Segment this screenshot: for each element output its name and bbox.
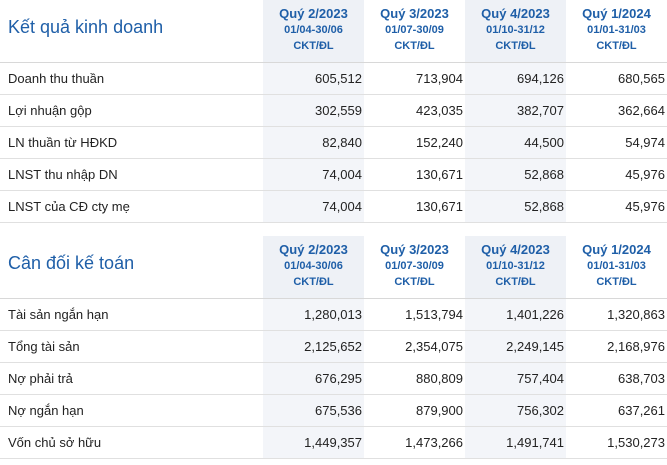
row-label: LNST thu nhập DN — [8, 167, 118, 182]
row-value: 2,354,075 — [405, 339, 463, 354]
row-label: LNST của CĐ cty mẹ — [8, 199, 130, 214]
row-label: Tài sản ngắn hạn — [8, 307, 109, 322]
period-quarter: Quý 2/2023 — [279, 242, 348, 257]
period-quarter: Quý 3/2023 — [380, 6, 449, 21]
period-quarter: Quý 4/2023 — [481, 242, 550, 257]
table-row[interactable]: Nợ ngắn hạn 675,536 879,900 756,302 637,… — [0, 395, 667, 427]
row-value: 680,565 — [618, 71, 665, 86]
period-audit: CKT/ĐL — [495, 40, 536, 52]
period-audit: CKT/ĐL — [394, 276, 435, 288]
table-row[interactable]: Lợi nhuận gộp 302,559 423,035 382,707 36… — [0, 95, 667, 127]
table-row[interactable]: Vốn chủ sở hữu 1,449,357 1,473,266 1,491… — [0, 427, 667, 459]
row-value: 1,473,266 — [405, 435, 463, 450]
income-section: Kết quả kinh doanh Quý 2/2023 01/04-30/0… — [0, 0, 667, 223]
table-row[interactable]: Doanh thu thuần 605,512 713,904 694,126 … — [0, 63, 667, 95]
row-value: 45,976 — [625, 167, 665, 182]
row-value: 879,900 — [416, 403, 463, 418]
row-value: 82,840 — [263, 127, 364, 158]
row-value: 52,868 — [465, 159, 566, 190]
row-value: 2,168,976 — [607, 339, 665, 354]
period-audit: CKT/ĐL — [596, 276, 637, 288]
row-value: 44,500 — [465, 127, 566, 158]
row-label: Vốn chủ sở hữu — [8, 435, 102, 450]
table-row[interactable]: LNST thu nhập DN 74,004 130,671 52,868 4… — [0, 159, 667, 191]
period-audit: CKT/ĐL — [596, 40, 637, 52]
period-audit: CKT/ĐL — [293, 276, 334, 288]
row-value: 880,809 — [416, 371, 463, 386]
period-range: 01/01-31/03 — [587, 24, 646, 36]
row-value: 130,671 — [416, 167, 463, 182]
table-row[interactable]: Tổng tài sản 2,125,652 2,354,075 2,249,1… — [0, 331, 667, 363]
row-value: 675,536 — [263, 395, 364, 426]
row-value: 1,280,013 — [263, 299, 364, 330]
income-period-3[interactable]: Quý 4/2023 01/10-31/12 CKT/ĐL — [465, 0, 566, 62]
row-value: 637,261 — [618, 403, 665, 418]
row-value: 152,240 — [416, 135, 463, 150]
period-range: 01/04-30/06 — [284, 24, 343, 36]
row-value: 756,302 — [465, 395, 566, 426]
balance-period-4[interactable]: Quý 1/2024 01/01-31/03 CKT/ĐL — [566, 236, 667, 298]
row-label: LN thuần từ HĐKD — [8, 135, 118, 150]
row-value: 1,513,794 — [405, 307, 463, 322]
balance-period-1[interactable]: Quý 2/2023 01/04-30/06 CKT/ĐL — [263, 236, 364, 298]
row-value: 130,671 — [416, 199, 463, 214]
row-value: 694,126 — [465, 63, 566, 94]
row-value: 676,295 — [263, 363, 364, 394]
row-value: 757,404 — [465, 363, 566, 394]
period-quarter: Quý 2/2023 — [279, 6, 348, 21]
balance-header: Cân đối kế toán Quý 2/2023 01/04-30/06 C… — [0, 236, 667, 299]
balance-period-2[interactable]: Quý 3/2023 01/07-30/09 CKT/ĐL — [364, 236, 465, 298]
row-value: 605,512 — [263, 63, 364, 94]
period-audit: CKT/ĐL — [394, 40, 435, 52]
period-quarter: Quý 1/2024 — [582, 242, 651, 257]
row-value: 1,530,273 — [607, 435, 665, 450]
row-value: 2,125,652 — [263, 331, 364, 362]
table-row[interactable]: Nợ phải trả 676,295 880,809 757,404 638,… — [0, 363, 667, 395]
row-label: Lợi nhuận gộp — [8, 103, 92, 118]
row-value: 1,491,741 — [465, 427, 566, 458]
row-label: Tổng tài sản — [8, 339, 80, 354]
table-row[interactable]: LNST của CĐ cty mẹ 74,004 130,671 52,868… — [0, 191, 667, 223]
row-value: 74,004 — [263, 159, 364, 190]
row-value: 54,974 — [625, 135, 665, 150]
period-audit: CKT/ĐL — [293, 40, 334, 52]
row-value: 713,904 — [416, 71, 463, 86]
period-range: 01/01-31/03 — [587, 260, 646, 272]
row-value: 302,559 — [263, 95, 364, 126]
row-label: Nợ ngắn hạn — [8, 403, 84, 418]
period-range: 01/04-30/06 — [284, 260, 343, 272]
period-quarter: Quý 4/2023 — [481, 6, 550, 21]
row-value: 638,703 — [618, 371, 665, 386]
table-row[interactable]: Tài sản ngắn hạn 1,280,013 1,513,794 1,4… — [0, 299, 667, 331]
row-value: 45,976 — [625, 199, 665, 214]
row-label: Doanh thu thuần — [8, 71, 105, 86]
income-period-1[interactable]: Quý 2/2023 01/04-30/06 CKT/ĐL — [263, 0, 364, 62]
period-quarter: Quý 3/2023 — [380, 242, 449, 257]
row-value: 1,320,863 — [607, 307, 665, 322]
row-label: Nợ phải trả — [8, 371, 73, 386]
row-value: 74,004 — [263, 191, 364, 222]
row-value: 423,035 — [416, 103, 463, 118]
row-value: 52,868 — [465, 191, 566, 222]
row-value: 1,401,226 — [465, 299, 566, 330]
period-range: 01/10-31/12 — [486, 24, 545, 36]
period-audit: CKT/ĐL — [495, 276, 536, 288]
row-value: 2,249,145 — [465, 331, 566, 362]
balance-section: Cân đối kế toán Quý 2/2023 01/04-30/06 C… — [0, 236, 667, 459]
income-period-4[interactable]: Quý 1/2024 01/01-31/03 CKT/ĐL — [566, 0, 667, 62]
balance-period-3[interactable]: Quý 4/2023 01/10-31/12 CKT/ĐL — [465, 236, 566, 298]
row-value: 382,707 — [465, 95, 566, 126]
income-header: Kết quả kinh doanh Quý 2/2023 01/04-30/0… — [0, 0, 667, 63]
period-range: 01/07-30/09 — [385, 24, 444, 36]
period-quarter: Quý 1/2024 — [582, 6, 651, 21]
income-period-2[interactable]: Quý 3/2023 01/07-30/09 CKT/ĐL — [364, 0, 465, 62]
balance-title: Cân đối kế toán — [8, 253, 135, 273]
period-range: 01/07-30/09 — [385, 260, 444, 272]
row-value: 362,664 — [618, 103, 665, 118]
table-row[interactable]: LN thuần từ HĐKD 82,840 152,240 44,500 5… — [0, 127, 667, 159]
income-title: Kết quả kinh doanh — [8, 17, 164, 37]
period-range: 01/10-31/12 — [486, 260, 545, 272]
row-value: 1,449,357 — [263, 427, 364, 458]
